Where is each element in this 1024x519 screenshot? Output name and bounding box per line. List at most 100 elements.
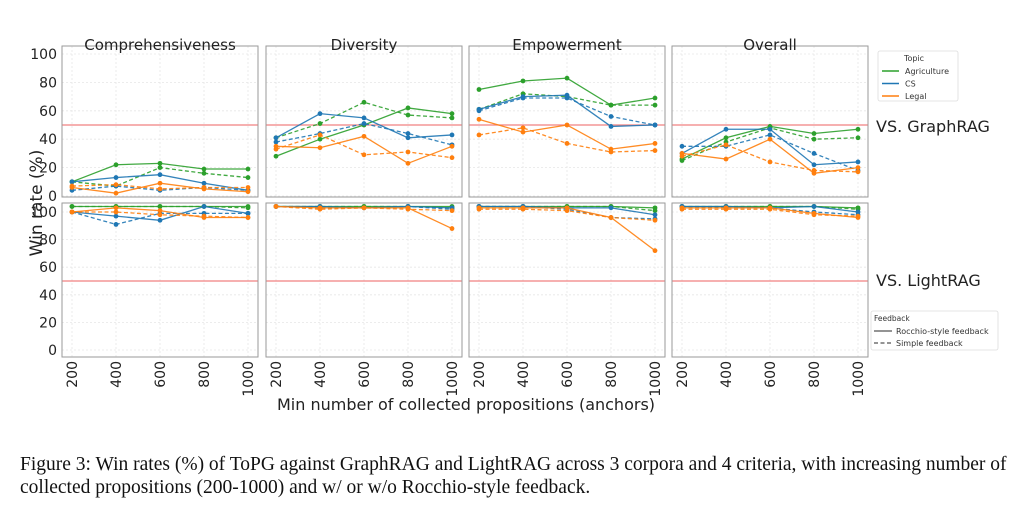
data-point-comprehensiveness-lightrag-legal-rocchio-400 (113, 205, 119, 211)
x-tick-label: 600 (560, 361, 576, 388)
data-point-diversity-graphrag-cs-rocchio-1000 (449, 132, 455, 138)
data-point-comprehensiveness-lightrag-legal-simple-800 (201, 213, 207, 219)
data-point-comprehensiveness-graphrag-legal-simple-800 (201, 185, 207, 190)
data-point-overall-graphrag-cs-simple-600 (767, 132, 773, 138)
data-point-empowerment-lightrag-cs-rocchio-1000 (652, 212, 658, 218)
x-tick-label: 200 (675, 361, 691, 388)
data-point-diversity-graphrag-agriculture-rocchio-400 (317, 136, 323, 142)
y-tick-label: 60 (39, 260, 57, 276)
data-point-comprehensiveness-lightrag-cs-rocchio-400 (113, 213, 119, 219)
data-point-diversity-lightrag-legal-simple-1000 (449, 208, 455, 214)
x-tick-label: 800 (197, 361, 213, 388)
data-point-empowerment-graphrag-agriculture-simple-1000 (652, 102, 658, 108)
data-point-diversity-graphrag-agriculture-simple-400 (317, 121, 323, 126)
row-label-vs-lightrag: VS. LightRAG (876, 271, 981, 290)
panel-frame (265, 45, 463, 198)
data-point-comprehensiveness-lightrag-cs-simple-400 (113, 222, 119, 227)
panel-title-comprehensiveness: Comprehensiveness (84, 36, 236, 54)
data-point-empowerment-graphrag-legal-rocchio-200 (476, 116, 482, 122)
panel-frame (265, 202, 463, 358)
data-point-overall-graphrag-cs-simple-200 (679, 143, 685, 149)
data-point-diversity-graphrag-legal-simple-400 (317, 132, 323, 138)
data-point-overall-graphrag-legal-simple-600 (767, 159, 773, 165)
data-point-diversity-graphrag-legal-rocchio-600 (361, 133, 367, 139)
data-point-comprehensiveness-graphrag-cs-rocchio-200 (69, 179, 75, 185)
data-point-diversity-graphrag-legal-rocchio-1000 (449, 143, 455, 149)
data-point-empowerment-lightrag-legal-simple-400 (520, 206, 526, 212)
data-point-empowerment-lightrag-legal-simple-200 (476, 206, 482, 212)
data-point-overall-lightrag-legal-simple-400 (723, 206, 729, 212)
data-point-overall-graphrag-legal-simple-800 (811, 168, 817, 173)
data-point-comprehensiveness-graphrag-legal-simple-600 (157, 186, 163, 192)
y-tick-label: 60 (39, 104, 57, 120)
data-point-overall-lightrag-legal-simple-600 (767, 206, 773, 212)
data-point-comprehensiveness-lightrag-legal-simple-1000 (245, 215, 251, 220)
data-point-diversity-graphrag-legal-simple-600 (361, 152, 367, 158)
panel-frame (468, 202, 666, 358)
x-tick-label: 400 (516, 361, 532, 388)
data-point-diversity-lightrag-legal-rocchio-1000 (449, 226, 455, 231)
x-tick-label: 800 (401, 361, 417, 388)
data-point-overall-graphrag-agriculture-rocchio-800 (811, 131, 817, 136)
data-point-comprehensiveness-graphrag-cs-rocchio-400 (113, 175, 119, 180)
data-point-empowerment-lightrag-legal-simple-600 (564, 208, 570, 214)
data-point-comprehensiveness-lightrag-agriculture-simple-1000 (245, 205, 251, 211)
figure: Comprehensiveness Diversity Empowerment Ove… (27, 36, 999, 414)
data-point-comprehensiveness-lightrag-legal-simple-200 (69, 209, 75, 215)
x-tick-label: 200 (472, 361, 488, 388)
panel-frame (61, 45, 259, 198)
data-point-comprehensiveness-lightrag-cs-rocchio-800 (201, 204, 207, 209)
data-point-comprehensiveness-graphrag-cs-rocchio-800 (201, 180, 207, 186)
data-point-diversity-lightrag-legal-simple-600 (361, 205, 367, 211)
data-point-overall-lightrag-legal-simple-200 (679, 206, 685, 212)
data-point-overall-graphrag-agriculture-simple-800 (811, 136, 817, 142)
legend-label-legal: Legal (905, 92, 926, 101)
x-tick-label: 600 (763, 361, 779, 388)
x-tick-label: 800 (604, 361, 620, 388)
panel-frame (671, 45, 869, 198)
series-line-empowerment-graphrag-agriculture-simple (478, 93, 655, 110)
data-point-overall-graphrag-cs-simple-800 (811, 151, 817, 156)
data-point-overall-graphrag-legal-simple-400 (723, 142, 729, 148)
legend-label-cs: CS (905, 80, 916, 89)
y-tick-label: 40 (39, 288, 57, 304)
data-point-overall-graphrag-agriculture-simple-1000 (855, 135, 861, 141)
data-point-comprehensiveness-graphrag-agriculture-rocchio-600 (157, 160, 163, 166)
panel-frame (468, 45, 666, 198)
x-tick-label: 800 (807, 361, 823, 388)
data-point-empowerment-graphrag-legal-rocchio-400 (520, 129, 526, 135)
x-tick-label: 1000 (241, 361, 257, 397)
data-point-diversity-graphrag-agriculture-simple-600 (361, 99, 367, 105)
y-axis-label: Win rate (%) (27, 150, 47, 257)
data-point-empowerment-lightrag-agriculture-simple-1000 (652, 208, 658, 214)
data-point-diversity-graphrag-agriculture-rocchio-800 (405, 105, 411, 111)
data-point-comprehensiveness-lightrag-legal-rocchio-600 (157, 208, 163, 214)
data-point-comprehensiveness-graphrag-agriculture-rocchio-400 (113, 162, 119, 168)
legend-feedback-box (870, 310, 999, 351)
data-point-diversity-graphrag-legal-simple-1000 (449, 155, 455, 161)
series-line-empowerment-graphrag-cs-simple (478, 97, 656, 126)
series-line-overall-graphrag-legal-rocchio (681, 138, 859, 174)
y-tick-label: 80 (39, 233, 57, 249)
series-line-overall-graphrag-cs-simple (682, 134, 859, 172)
data-point-comprehensiveness-lightrag-agriculture-simple-200 (69, 204, 75, 209)
data-point-empowerment-graphrag-legal-simple-200 (476, 132, 482, 138)
series-line-diversity-graphrag-cs-simple (275, 122, 453, 146)
data-point-overall-graphrag-agriculture-rocchio-400 (723, 135, 729, 141)
data-point-empowerment-lightrag-legal-rocchio-1000 (652, 248, 658, 254)
panel-frame (671, 202, 869, 358)
data-point-comprehensiveness-graphrag-legal-simple-400 (113, 182, 119, 188)
data-point-diversity-graphrag-agriculture-rocchio-200 (273, 153, 279, 159)
row-label-vs-graphrag: VS. GraphRAG (876, 117, 990, 136)
y-tick-label: 80 (39, 75, 57, 91)
data-point-overall-graphrag-legal-simple-1000 (855, 169, 861, 175)
data-point-empowerment-lightrag-cs-rocchio-800 (608, 205, 614, 211)
panel-title-empowerment: Empowerment (512, 36, 622, 54)
data-point-empowerment-graphrag-legal-simple-1000 (652, 148, 658, 153)
data-point-overall-graphrag-legal-simple-200 (679, 153, 685, 159)
data-point-comprehensiveness-lightrag-legal-simple-400 (113, 209, 119, 215)
data-point-empowerment-graphrag-agriculture-rocchio-1000 (652, 95, 658, 101)
x-tick-label: 400 (313, 361, 329, 388)
x-tick-label: 400 (719, 361, 735, 388)
data-point-empowerment-lightrag-legal-simple-800 (608, 215, 614, 220)
